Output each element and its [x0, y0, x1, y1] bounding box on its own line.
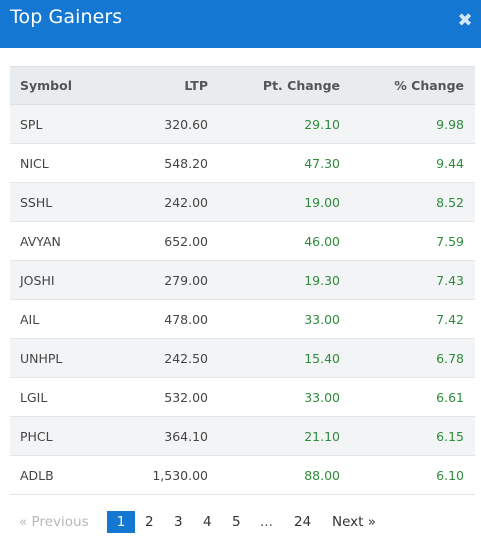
cell-pt-change: 19.00	[208, 182, 340, 222]
cell-pct-change: 7.42	[340, 299, 475, 339]
cell-ltp: 548.20	[120, 143, 208, 183]
cell-pct-change: 7.43	[340, 260, 475, 300]
cell-symbol[interactable]: SPL	[10, 104, 120, 144]
table-row[interactable]: LGIL 532.00 33.00 6.61	[10, 377, 475, 417]
pagination: « Previous 1 2 3 4 5 ... 24 Next »	[0, 511, 481, 533]
table-row[interactable]: UNHPL 242.50 15.40 6.78	[10, 338, 475, 378]
cell-pt-change: 33.00	[208, 377, 340, 417]
cell-pct-change: 8.52	[340, 182, 475, 222]
next-page-button[interactable]: Next »	[332, 514, 377, 530]
cell-pct-change: 6.78	[340, 338, 475, 378]
cell-pct-change: 9.44	[340, 143, 475, 183]
modal-title: Top Gainers	[10, 6, 123, 28]
column-header-pt-change[interactable]: Pt. Change	[208, 66, 340, 105]
cell-ltp: 652.00	[120, 221, 208, 261]
page-24-button[interactable]: 24	[294, 514, 312, 530]
cell-pt-change: 47.30	[208, 143, 340, 183]
cell-ltp: 320.60	[120, 104, 208, 144]
cell-pct-change: 6.15	[340, 416, 475, 456]
cell-ltp: 279.00	[120, 260, 208, 300]
page-2-button[interactable]: 2	[145, 514, 154, 530]
page-5-button[interactable]: 5	[232, 514, 241, 530]
table-header-row: Symbol LTP Pt. Change % Change	[10, 66, 475, 105]
cell-symbol[interactable]: PHCL	[10, 416, 120, 456]
table-row[interactable]: ADLB 1,530.00 88.00 6.10	[10, 455, 475, 495]
page-1-button[interactable]: 1	[107, 511, 135, 533]
cell-pct-change: 6.61	[340, 377, 475, 417]
cell-symbol[interactable]: AIL	[10, 299, 120, 339]
table-row[interactable]: SPL 320.60 29.10 9.98	[10, 104, 475, 144]
cell-pt-change: 19.30	[208, 260, 340, 300]
table-row[interactable]: AIL 478.00 33.00 7.42	[10, 299, 475, 339]
page-3-button[interactable]: 3	[174, 514, 183, 530]
cell-ltp: 242.00	[120, 182, 208, 222]
column-header-pct-change[interactable]: % Change	[340, 66, 475, 105]
table-row[interactable]: SSHL 242.00 19.00 8.52	[10, 182, 475, 222]
cell-symbol[interactable]: LGIL	[10, 377, 120, 417]
cell-pct-change: 9.98	[340, 104, 475, 144]
table-row[interactable]: JOSHI 279.00 19.30 7.43	[10, 260, 475, 300]
table-row[interactable]: AVYAN 652.00 46.00 7.59	[10, 221, 475, 261]
cell-symbol[interactable]: SSHL	[10, 182, 120, 222]
cell-symbol[interactable]: NICL	[10, 143, 120, 183]
cell-symbol[interactable]: UNHPL	[10, 338, 120, 378]
cell-ltp: 1,530.00	[120, 455, 208, 495]
previous-page-button: « Previous	[19, 514, 89, 530]
cell-symbol[interactable]: ADLB	[10, 455, 120, 495]
cell-pt-change: 88.00	[208, 455, 340, 495]
cell-ltp: 242.50	[120, 338, 208, 378]
cell-ltp: 364.10	[120, 416, 208, 456]
page-4-button[interactable]: 4	[203, 514, 212, 530]
column-header-symbol[interactable]: Symbol	[10, 66, 120, 105]
cell-symbol[interactable]: AVYAN	[10, 221, 120, 261]
pagination-ellipsis: ...	[260, 514, 273, 530]
table-row[interactable]: NICL 548.20 47.30 9.44	[10, 143, 475, 183]
cell-pt-change: 33.00	[208, 299, 340, 339]
gainers-table: Symbol LTP Pt. Change % Change SPL 320.6…	[10, 66, 475, 495]
cell-ltp: 532.00	[120, 377, 208, 417]
table-row[interactable]: PHCL 364.10 21.10 6.15	[10, 416, 475, 456]
close-icon[interactable]: ✖	[457, 10, 473, 31]
cell-pt-change: 21.10	[208, 416, 340, 456]
cell-pt-change: 15.40	[208, 338, 340, 378]
cell-ltp: 478.00	[120, 299, 208, 339]
modal-header: Top Gainers ✖	[0, 0, 481, 48]
cell-pct-change: 7.59	[340, 221, 475, 261]
column-header-ltp[interactable]: LTP	[120, 66, 208, 105]
cell-pt-change: 46.00	[208, 221, 340, 261]
cell-pt-change: 29.10	[208, 104, 340, 144]
cell-symbol[interactable]: JOSHI	[10, 260, 120, 300]
cell-pct-change: 6.10	[340, 455, 475, 495]
